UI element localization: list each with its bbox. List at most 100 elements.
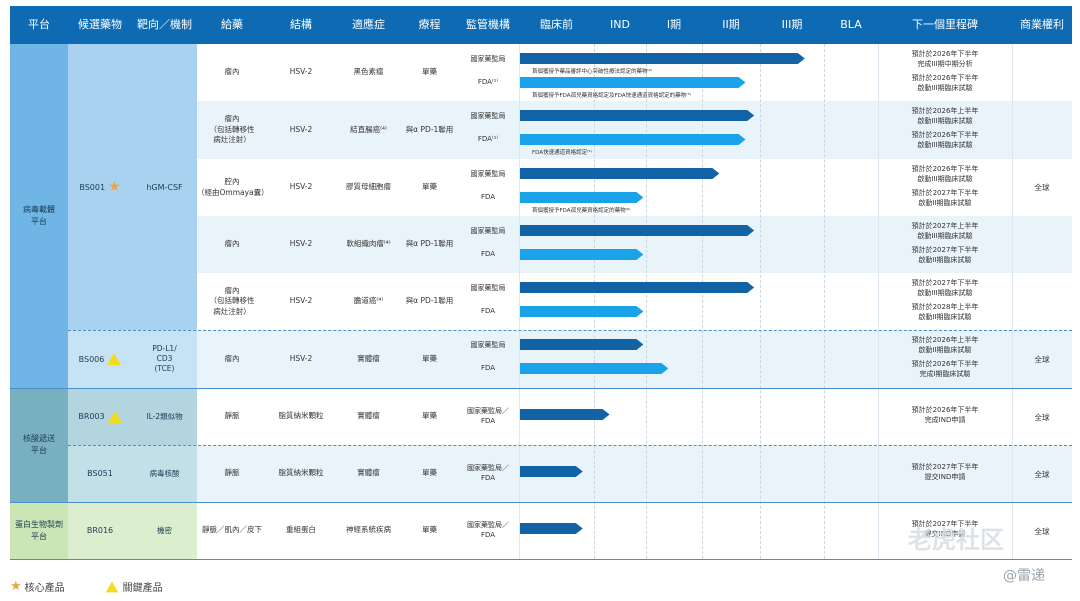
- core-product-star-icon: ★: [108, 179, 121, 195]
- header-phase2: II期: [722, 18, 740, 31]
- rights-bs006: 全球: [1034, 355, 1050, 364]
- row-indication: 膽道癌⁽⁴⁾: [353, 296, 384, 306]
- row-therapy: 與α PD-1聯用: [405, 239, 454, 249]
- header-regulator: 監管機構: [466, 18, 510, 31]
- header-target: 靶向／機制: [137, 18, 192, 31]
- row-therapy: 單藥: [422, 67, 437, 77]
- bs001-bg: [68, 44, 197, 330]
- candidate-code: BS001: [79, 182, 106, 192]
- row-route: 靜脈: [224, 411, 240, 421]
- row-regulator-secondary: FDA: [480, 193, 496, 201]
- row-regulator: 國家藥監局: [470, 112, 506, 120]
- platform-viral-vector: 病毒載體 平台: [10, 44, 68, 388]
- header-ind: IND: [610, 18, 630, 31]
- row-regulator: 國家藥監局: [470, 284, 506, 292]
- row-therapy: 單藥: [422, 353, 437, 363]
- progress-bar-fda: [520, 306, 643, 317]
- row-structure: 重組蛋白: [286, 525, 316, 535]
- candidate-bs051: BS051: [87, 469, 113, 478]
- row-structure: 脂質納米顆粒: [278, 411, 324, 421]
- row-milestone: 預計於2027年下半年 提交IND申請: [911, 463, 979, 481]
- row-milestone-secondary: 預計於2026年下半年 啟動III期臨床試驗: [911, 74, 979, 92]
- br003-bg: [68, 388, 197, 445]
- legend-core-label: 核心產品: [24, 583, 65, 594]
- designation-note: 首個獲授予藥品審評中心突破性療法認定的藥物⁽²⁾: [532, 69, 653, 75]
- header-structure: 結構: [290, 18, 312, 31]
- row-regulator: 國家藥監局／ FDA: [467, 464, 509, 482]
- row-regulator-secondary: FDA⁽¹⁾: [477, 135, 499, 143]
- row-milestone-secondary: 預計於2026年下半年 完成I期臨床試驗: [911, 360, 979, 378]
- row-indication: 軟組織肉瘤⁽⁴⁾: [346, 239, 391, 249]
- row-route: 腔內 （經由Ommaya囊）: [197, 177, 269, 197]
- row-route: 瘤內 （包括轉移性 病灶注射）: [209, 114, 255, 145]
- header-therapy: 療程: [418, 18, 441, 31]
- row-indication: 神經系統疾病: [346, 525, 391, 535]
- candidate-code: BR003: [78, 412, 105, 421]
- row-regulator: 國家藥監局／ FDA: [467, 521, 509, 539]
- mechanism-bs001: hGM-CSF: [146, 182, 183, 192]
- mechanism-bs051: 病毒核酸: [149, 469, 180, 478]
- grid-line: [878, 44, 879, 559]
- row-route: 瘤內: [224, 239, 240, 249]
- key-product-triangle-icon: [107, 353, 122, 365]
- row-therapy: 與α PD-1聯用: [405, 296, 454, 306]
- mechanism-bs006: PD-L1/ CD3 (TCE): [152, 344, 177, 373]
- row-therapy: 與α PD-1聯用: [405, 124, 454, 134]
- grid-line: [594, 44, 595, 559]
- platform-protein: 蛋白生物製劑 平台: [10, 502, 68, 559]
- platform-nucleic-acid: 核酸遞送 平台: [10, 388, 68, 502]
- row-therapy: 單藥: [422, 525, 437, 535]
- mechanism-br016: 機密: [157, 526, 172, 535]
- row-indication: 膠質母細胞瘤: [346, 182, 391, 192]
- grid-line: [824, 44, 825, 559]
- key-product-triangle-icon: [105, 581, 118, 592]
- separator: [68, 330, 1072, 331]
- watermark-tiger: 老虎社区: [908, 526, 1004, 554]
- row-regulator: 國家藥監局: [470, 170, 506, 178]
- candidate-bs001: BS001 ★: [68, 44, 132, 330]
- progress-bar-nmpa: [520, 225, 754, 236]
- progress-bar-fda: [520, 363, 668, 374]
- row-regulator-secondary: FDA⁽¹⁾: [477, 78, 499, 86]
- row-milestone: 預計於2026年上半年 啟動III期臨床試驗: [911, 107, 979, 125]
- row-regulator: 國家藥監局／ FDA: [467, 407, 509, 425]
- grid-line: [519, 44, 520, 559]
- separator: [10, 502, 1072, 503]
- row-milestone: 預計於2026年下半年 完成IND申請: [911, 406, 979, 424]
- row-regulator: 國家藥監局: [470, 227, 506, 235]
- progress-bar-fda: [520, 77, 746, 88]
- row-indication: 實體瘤: [357, 353, 380, 363]
- rights-br016: 全球: [1034, 527, 1050, 536]
- candidate-br016: BR016: [86, 526, 114, 535]
- progress-bar-fda: [520, 134, 746, 145]
- progress-bar-nmpa: [520, 339, 643, 350]
- separator: [68, 445, 1072, 446]
- row-route: 瘤內: [224, 353, 240, 363]
- row-structure: HSV-2: [289, 239, 313, 249]
- rights-bs051: 全球: [1034, 470, 1050, 479]
- row-milestone-secondary: 預計於2026年下半年 啟動III期臨床試驗: [911, 131, 979, 149]
- row-milestone: 預計於2026年下半年 完成III期中期分析: [911, 50, 979, 68]
- row-route: 靜脈: [224, 468, 240, 478]
- row-milestone: 預計於2027年下半年 啟動III期臨床試驗: [911, 279, 979, 297]
- pipeline-table: 平台 候選藥物 靶向／機制 給藥 結構 適應症 療程 監管機構 臨床前 IND …: [10, 6, 1072, 560]
- header-phase1: I期: [666, 18, 682, 31]
- header-indication: 適應症: [352, 18, 385, 31]
- header-milestone: 下一個里程碑: [912, 18, 978, 31]
- row-regulator-secondary: FDA: [480, 364, 496, 372]
- row-milestone-secondary: 預計於2027年下半年 啟動II期臨床試驗: [911, 189, 979, 207]
- header-route: 給藥: [221, 18, 243, 31]
- br016-bg: [68, 502, 197, 559]
- designation-note: 首個獲授予FDA孤兒藥資格認定及FDA快速通道資格認定的藥物⁽³⁾: [532, 93, 692, 99]
- bs006-bg: [68, 330, 197, 388]
- row-milestone-secondary: 預計於2028年上半年 啟動II期臨床試驗: [911, 303, 979, 321]
- row-structure: HSV-2: [289, 182, 313, 192]
- key-product-triangle-icon: [107, 410, 122, 423]
- legend: ★ 核心產品 關鍵產品: [10, 579, 163, 594]
- row-structure: HSV-2: [289, 67, 313, 77]
- row-therapy: 單藥: [422, 411, 437, 421]
- row-milestone: 預計於2027年上半年 啟動III期臨床試驗: [911, 222, 979, 240]
- row-therapy: 單藥: [422, 182, 437, 192]
- candidate-br003: BR003: [68, 388, 132, 445]
- legend-key-label: 關鍵產品: [122, 583, 163, 594]
